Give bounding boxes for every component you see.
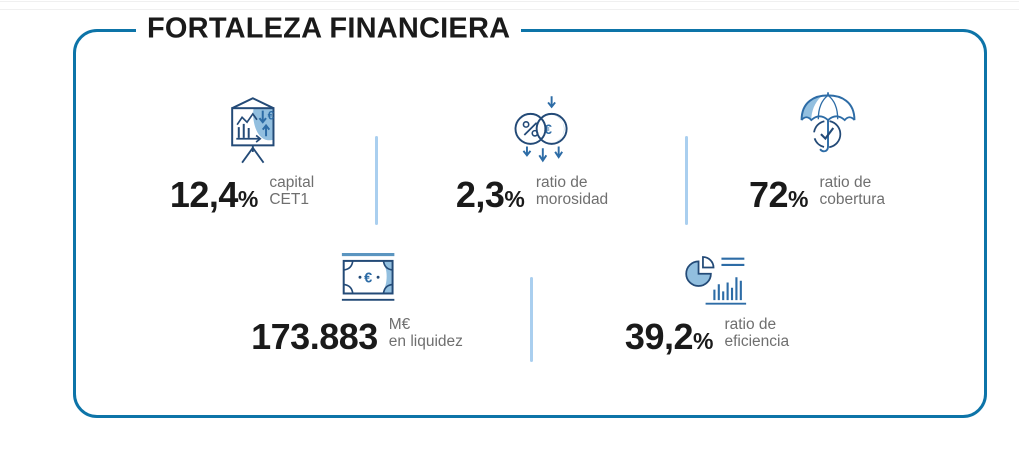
metric-label: capital CET1 — [269, 174, 314, 210]
metric-value-number: 72 — [749, 174, 789, 216]
metric-value: 173.883 — [251, 319, 378, 355]
metric-ratio-cobertura: 72% ratio de cobertura — [749, 90, 885, 213]
euro-glyph: € — [268, 111, 275, 123]
metric-ratio-eficiencia: 39,2% ratio de eficiencia — [625, 250, 789, 355]
metric-label-line1: capital — [269, 174, 315, 191]
metric-value-unit: % — [237, 186, 259, 213]
presentation-chart-icon: € — [231, 97, 275, 164]
metric-value: 2,3% — [456, 177, 525, 213]
metric-label-line1: ratio de — [535, 174, 588, 191]
umbrella-check-icon — [800, 92, 856, 153]
metric-value-number: 39,2 — [624, 316, 694, 358]
metric-label-line2: en liquidez — [388, 333, 463, 351]
metric-label-line1: M€ — [388, 316, 411, 333]
pie-bar-chart-icon — [685, 256, 747, 305]
metric-label-line2: morosidad — [535, 191, 609, 209]
metric-ratio-morosidad: € 2,3% ratio de morosidad — [456, 90, 608, 213]
metric-label-line2: eficiencia — [724, 333, 790, 351]
vertical-divider — [530, 277, 533, 362]
metric-label: M€ en liquidez — [389, 316, 463, 352]
metric-label: ratio de eficiencia — [724, 316, 789, 352]
metric-value-number: 173.883 — [251, 316, 378, 358]
top-hairline — [0, 1, 1019, 2]
metric-liquidez: € 173.883 M€ en liquidez — [251, 250, 463, 355]
metric-value-unit: % — [788, 186, 809, 213]
metric-label: ratio de cobertura — [820, 174, 885, 210]
metric-value-number: 12,4 — [169, 174, 239, 216]
top-hairline — [0, 9, 1019, 10]
metric-value: 12,4% — [170, 177, 259, 213]
vertical-divider — [375, 136, 378, 225]
metric-label-line1: ratio de — [724, 316, 777, 333]
metric-value: 39,2% — [625, 319, 714, 355]
euro-banknote-icon: € — [341, 252, 395, 301]
metric-value-unit: % — [693, 328, 714, 355]
metric-label-line2: cobertura — [819, 191, 885, 209]
euro-glyph: € — [544, 121, 552, 137]
metric-label-line2: CET1 — [269, 191, 309, 209]
metric-label-line1: ratio de — [819, 174, 872, 191]
metric-value-number: 2,3 — [455, 174, 505, 216]
metric-capital-cet1: € 12,4% capital CET1 — [170, 90, 314, 213]
infographic-title: FORTALEZA FINANCIERA — [136, 12, 522, 46]
vertical-divider — [685, 136, 688, 225]
metric-label: ratio de morosidad — [536, 174, 608, 210]
percent-euro-circles-icon: € — [514, 96, 568, 163]
metric-value: 72% — [749, 177, 809, 213]
metric-value-unit: % — [504, 186, 525, 213]
euro-glyph: € — [364, 271, 372, 287]
